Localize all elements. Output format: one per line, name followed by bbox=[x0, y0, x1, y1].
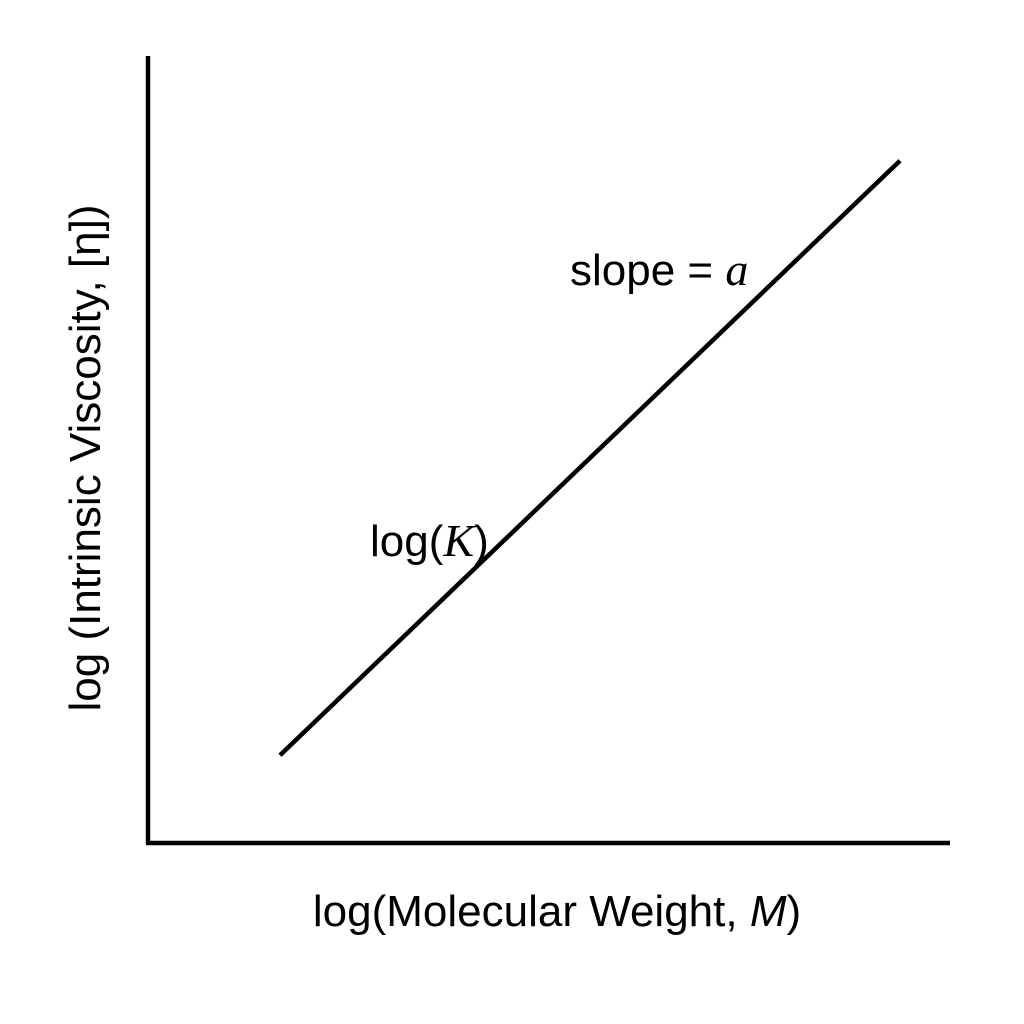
intercept-annotation: log(K) bbox=[370, 515, 489, 566]
x-axis-label: log(Molecular Weight, M) bbox=[313, 887, 801, 936]
y-axis-label: log (Intrinsic Viscosity, [η]) bbox=[61, 205, 110, 712]
x-axis-label-suffix: ) bbox=[786, 887, 801, 936]
slope-annotation: slope = a bbox=[570, 244, 748, 295]
x-axis-label-symbol: M bbox=[750, 887, 787, 936]
slope-annotation-prefix: slope = bbox=[570, 246, 725, 295]
x-axis-label-prefix: log(Molecular Weight, bbox=[313, 887, 750, 936]
slope-symbol: a bbox=[725, 244, 748, 295]
intercept-annotation-prefix: log( bbox=[370, 517, 444, 566]
intercept-symbol: K bbox=[442, 515, 476, 566]
intercept-annotation-suffix: ) bbox=[474, 517, 489, 566]
series-line bbox=[278, 159, 902, 757]
